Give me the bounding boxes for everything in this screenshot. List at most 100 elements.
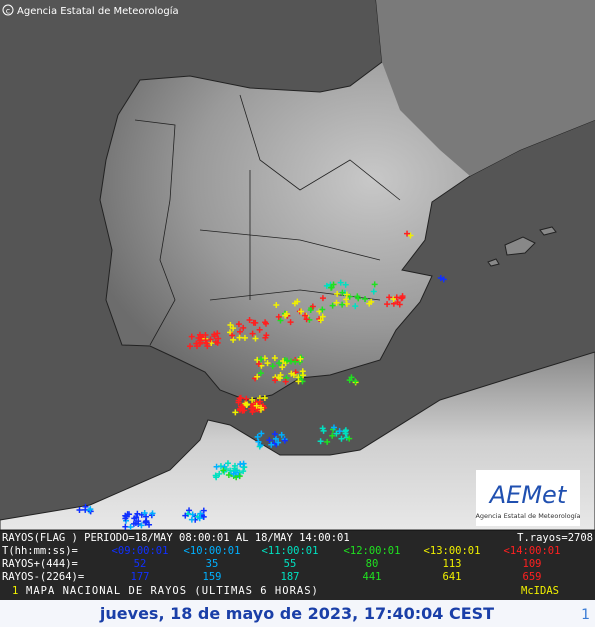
strike xyxy=(249,396,256,403)
strike xyxy=(295,378,302,385)
strike xyxy=(76,506,83,513)
strike xyxy=(300,372,307,379)
logo-name: AEMet xyxy=(488,481,568,509)
banner-date: jueves, 18 de mayo de 2023, 17:40:04 CES… xyxy=(99,604,494,623)
strike xyxy=(320,427,327,434)
strike xyxy=(231,462,238,469)
strike xyxy=(394,299,401,306)
strike xyxy=(278,431,285,438)
strike xyxy=(240,460,247,467)
strike xyxy=(230,325,237,332)
strike xyxy=(366,300,373,307)
strike xyxy=(188,516,195,523)
strike xyxy=(355,295,362,302)
strike xyxy=(319,306,326,313)
strike xyxy=(271,431,278,438)
strike xyxy=(328,284,335,291)
strike xyxy=(339,301,346,308)
strike xyxy=(135,518,142,525)
strike xyxy=(261,395,268,402)
strike xyxy=(329,302,336,309)
negative-label: RAYOS-(2264)= xyxy=(2,571,84,583)
strike xyxy=(346,377,353,384)
strike xyxy=(127,524,134,531)
strike xyxy=(230,336,237,343)
strike xyxy=(297,355,304,362)
footer-system: McIDAS xyxy=(521,585,559,597)
strike xyxy=(343,291,350,298)
logo-box xyxy=(476,470,580,526)
time-bucket: <12:00:01 xyxy=(344,545,401,557)
negative-count: 641 xyxy=(443,571,462,583)
banner xyxy=(0,600,595,627)
banner-page: 1 xyxy=(581,607,590,623)
strike xyxy=(317,438,324,445)
strike xyxy=(246,317,253,324)
strike xyxy=(393,294,400,301)
strike xyxy=(254,373,261,380)
strike xyxy=(287,319,294,326)
strike xyxy=(220,467,227,474)
france xyxy=(376,0,595,176)
strike xyxy=(252,335,259,342)
strike xyxy=(236,473,243,480)
strike xyxy=(244,401,251,408)
strike xyxy=(257,442,264,449)
strike xyxy=(146,521,153,528)
strike xyxy=(142,519,149,526)
strike xyxy=(131,515,138,522)
strike xyxy=(182,512,189,519)
credit: Agencia Estatal de Meteorología xyxy=(17,5,179,17)
strike xyxy=(276,360,283,367)
lightning-strikes xyxy=(76,230,447,531)
strike xyxy=(237,403,244,410)
strike xyxy=(271,355,278,362)
negative-count: 177 xyxy=(131,571,150,583)
strike xyxy=(319,295,326,302)
strike xyxy=(337,279,344,286)
strike xyxy=(264,360,271,367)
strike xyxy=(256,326,263,333)
strike xyxy=(352,303,359,310)
strike xyxy=(187,343,194,350)
strike xyxy=(215,335,222,342)
strike xyxy=(141,509,148,516)
strike xyxy=(370,288,377,295)
strike xyxy=(240,468,247,475)
strike xyxy=(317,317,324,324)
strike xyxy=(249,330,256,337)
strike xyxy=(149,510,156,517)
strike xyxy=(272,377,279,384)
strike xyxy=(323,282,330,289)
strike xyxy=(261,355,268,362)
strike xyxy=(193,343,200,350)
strike xyxy=(399,293,406,300)
positive-count: 80 xyxy=(366,558,379,570)
positive-label: RAYOS+(444)= xyxy=(2,558,78,570)
strike xyxy=(288,370,295,377)
strike xyxy=(371,281,378,288)
strike xyxy=(229,332,236,339)
strike xyxy=(279,364,286,371)
strike xyxy=(390,295,397,302)
strike xyxy=(212,339,219,346)
strike xyxy=(255,361,262,368)
strike xyxy=(339,289,346,296)
balearic-islands xyxy=(487,226,557,267)
strike xyxy=(334,290,341,297)
positive-count: 113 xyxy=(443,558,462,570)
negative-count: 659 xyxy=(523,571,542,583)
strike xyxy=(346,435,353,442)
strike xyxy=(258,404,265,411)
strike xyxy=(362,296,369,303)
strike xyxy=(202,337,209,344)
strike xyxy=(263,320,270,327)
strike xyxy=(227,321,234,328)
strike xyxy=(298,308,305,315)
strike xyxy=(196,337,203,344)
strike xyxy=(243,395,250,402)
strike xyxy=(386,294,393,301)
legend-title: RAYOS(FLAG ) PERIODO=18/MAY 08:00:01 AL … xyxy=(2,532,350,544)
strike xyxy=(266,437,273,444)
strike xyxy=(235,397,242,404)
